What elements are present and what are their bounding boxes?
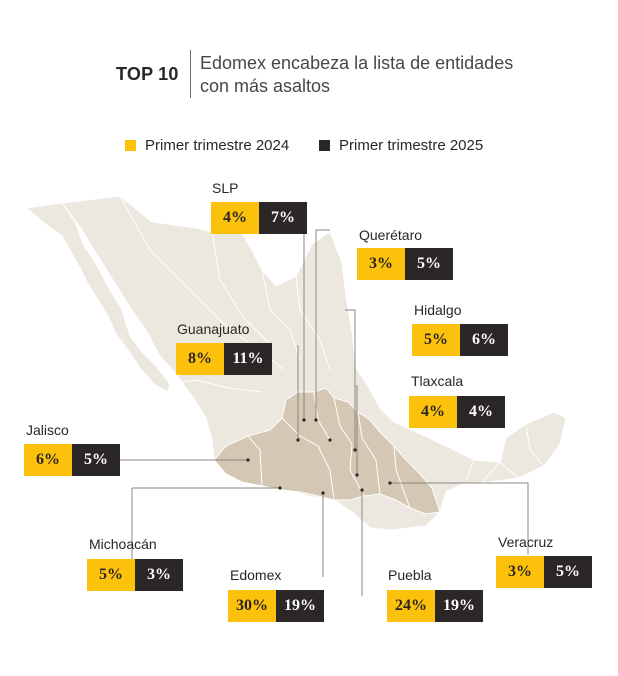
state-box-jalisco: 6% 5% (24, 444, 120, 476)
edomex-2025-value: 19% (276, 590, 324, 622)
hidalgo-2025-value: 6% (460, 324, 508, 356)
state-label-jalisco: Jalisco (26, 422, 69, 438)
puebla-2024-value: 24% (387, 590, 435, 622)
state-label-hidalgo: Hidalgo (414, 302, 462, 318)
legend-item-2025: Primer trimestre 2025 (319, 136, 483, 154)
state-box-puebla: 24% 19% (387, 590, 483, 622)
state-label-tlaxcala: Tlaxcala (411, 373, 464, 389)
guanajuato-2025-value: 11% (224, 343, 272, 375)
legend-label-2024: Primer trimestre 2024 (145, 136, 290, 154)
state-label-slp: SLP (212, 180, 239, 196)
state-markers (246, 418, 392, 495)
guanajuato-2024-value: 8% (176, 343, 224, 375)
state-label-veracruz: Veracruz (498, 534, 554, 550)
puebla-2025-value: 19% (435, 590, 483, 622)
legend-label-2025: Primer trimestre 2025 (339, 136, 484, 154)
slp-2025-value: 7% (259, 202, 307, 234)
leader-lines (120, 215, 529, 596)
state-box-michoacan: 5% 3% (87, 559, 183, 591)
state-box-tlaxcala: 4% 4% (409, 396, 505, 428)
veracruz-2024-value: 3% (496, 556, 544, 588)
state-label-queretaro: Querétaro (359, 227, 423, 243)
queretaro-2025-value: 5% (405, 248, 453, 280)
page-title: Edomex encabeza la lista de entidades co… (200, 53, 514, 96)
map-baja-california (24, 202, 171, 393)
tlaxcala-2025-value: 4% (457, 396, 505, 428)
legend-item-2024: Primer trimestre 2024 (125, 136, 289, 154)
queretaro-2024-value: 3% (357, 248, 405, 280)
jalisco-2024-value: 6% (24, 444, 72, 476)
legend-swatch-2024 (125, 139, 136, 151)
header-divider (190, 50, 191, 98)
state-box-slp: 4% 7% (211, 202, 307, 234)
header: TOP 10 Edomex encabeza la lista de entid… (0, 0, 618, 110)
legend-swatch-2025 (319, 139, 330, 151)
state-box-edomex: 30% 19% (228, 590, 324, 622)
michoacan-2025-value: 3% (135, 559, 183, 591)
map-yucatan (499, 411, 567, 479)
state-label-puebla: Puebla (388, 567, 432, 583)
top-label: TOP 10 (116, 64, 179, 84)
state-label-edomex: Edomex (230, 567, 282, 583)
legend: Primer trimestre 2024 Primer trimestre 2… (125, 136, 545, 154)
state-box-veracruz: 3% 5% (496, 556, 592, 588)
state-box-queretaro: 3% 5% (357, 248, 453, 280)
edomex-2024-value: 30% (228, 590, 276, 622)
state-box-guanajuato: 8% 11% (176, 343, 272, 375)
jalisco-2025-value: 5% (72, 444, 120, 476)
state-label-michoacan: Michoacán (89, 536, 157, 552)
map-central-highlight (213, 387, 441, 515)
tlaxcala-2024-value: 4% (409, 396, 457, 428)
veracruz-2025-value: 5% (544, 556, 592, 588)
state-label-guanajuato: Guanajuato (177, 321, 250, 337)
slp-2024-value: 4% (211, 202, 259, 234)
hidalgo-2024-value: 5% (412, 324, 460, 356)
map-state-borders (119, 195, 545, 509)
state-box-hidalgo: 5% 6% (412, 324, 508, 356)
michoacan-2024-value: 5% (87, 559, 135, 591)
